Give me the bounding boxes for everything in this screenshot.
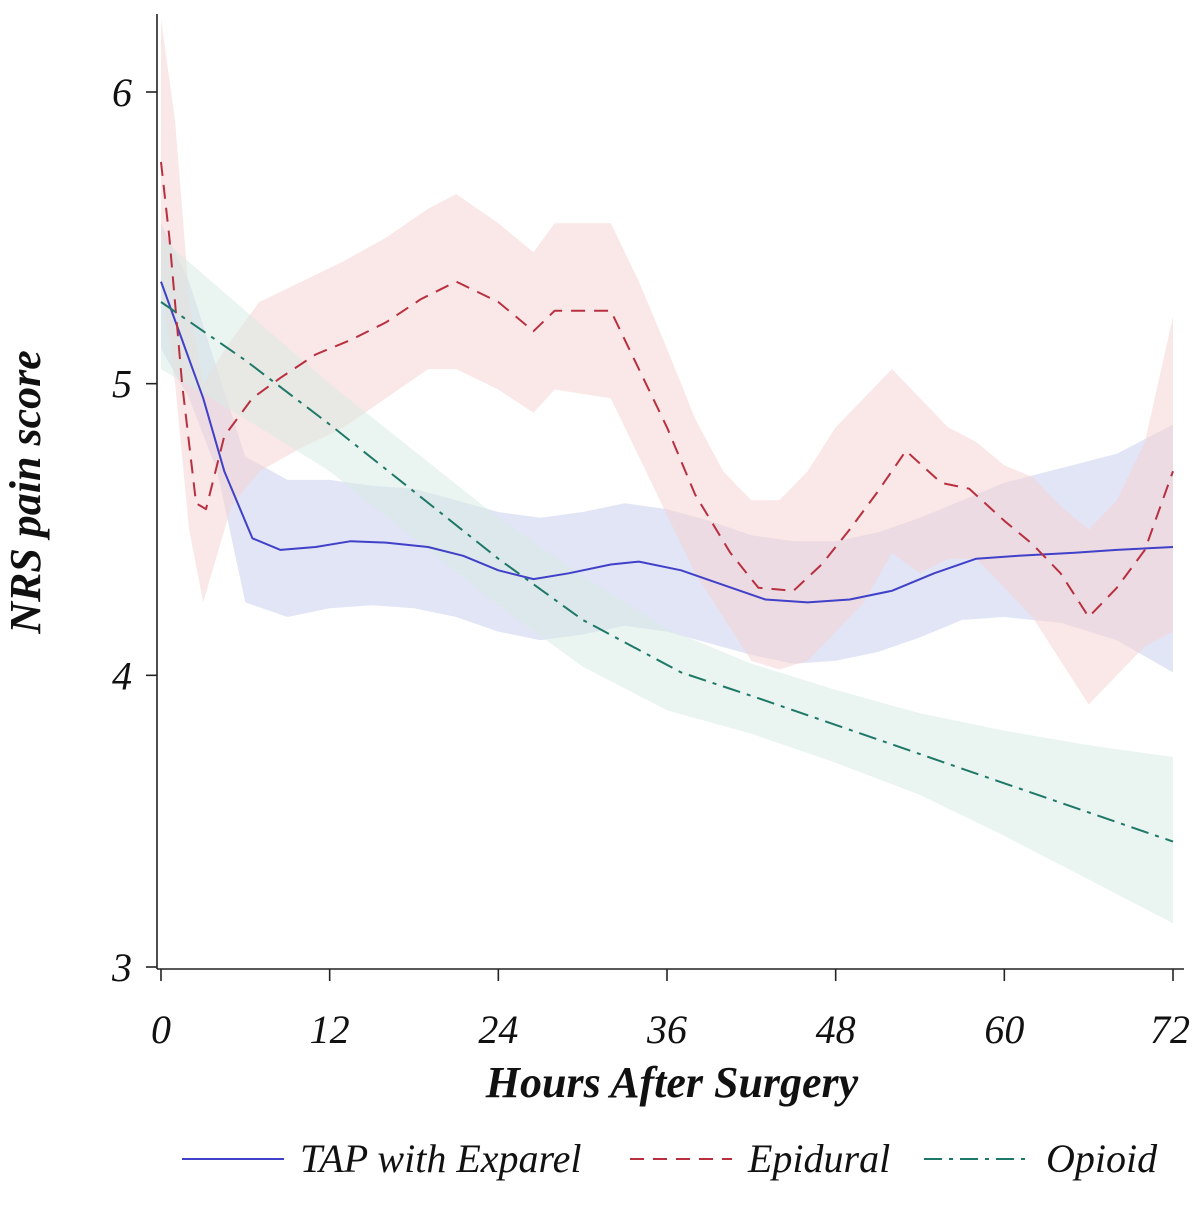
- legend: TAP with Exparel Epidural Opioid: [182, 1136, 1158, 1181]
- y-tick-label: 5: [112, 362, 132, 407]
- epidural-confidence-band: [161, 19, 1173, 705]
- epidural-legend-label: Epidural: [747, 1136, 890, 1181]
- confidence-bands: [161, 19, 1173, 924]
- x-tick-label: 12: [310, 1007, 350, 1052]
- y-tick-label: 3: [111, 945, 132, 990]
- y-tick-label: 6: [112, 70, 132, 115]
- opioid-confidence-band: [161, 237, 1173, 924]
- x-tick-label: 48: [816, 1007, 856, 1052]
- opioid-line: [160, 301, 1174, 843]
- x-axis-title: Hours After Surgery: [485, 1058, 859, 1107]
- x-tick-label: 24: [478, 1007, 518, 1052]
- y-axis-title: NRS pain score: [1, 350, 50, 635]
- series-lines: [160, 161, 1174, 843]
- x-tick-label: 60: [984, 1007, 1024, 1052]
- x-tick-label: 0: [151, 1007, 171, 1052]
- tap-with-exparel-line: [160, 281, 1174, 604]
- opioid-legend-label: Opioid: [1046, 1136, 1158, 1181]
- y-tick-label: 4: [112, 653, 132, 698]
- x-axis-ticks: 0 12 24 36 48 60 72: [151, 969, 1190, 1052]
- y-axis-ticks: 3 4 5 6: [111, 70, 157, 990]
- tap-with-exparel-legend-label: TAP with Exparel: [300, 1136, 581, 1181]
- epidural-line: [160, 161, 1174, 618]
- x-tick-label: 72: [1150, 1007, 1190, 1052]
- x-tick-label: 36: [646, 1007, 687, 1052]
